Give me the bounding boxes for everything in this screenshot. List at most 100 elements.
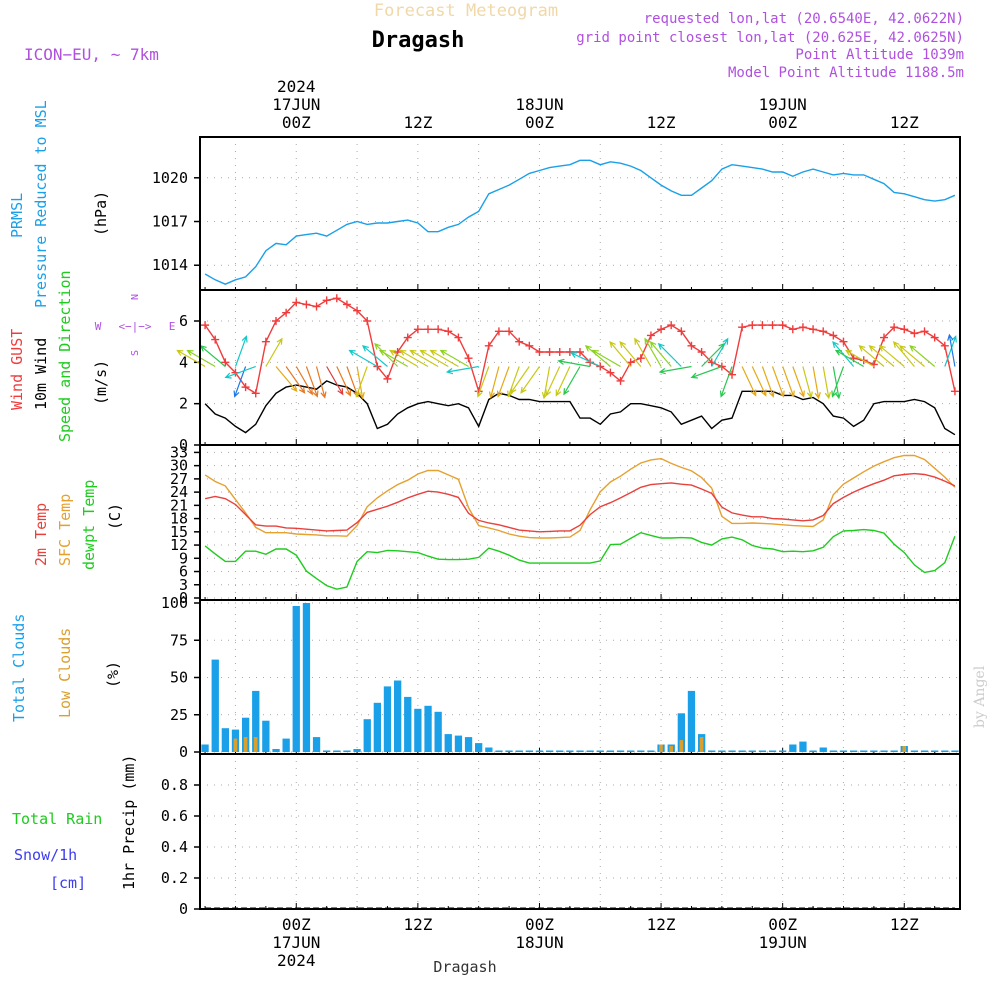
wind-gust-point [454, 333, 463, 342]
y-tick-label: 12 [170, 536, 188, 554]
wind-gust-point [809, 325, 818, 334]
total-cloud-bar [789, 744, 797, 752]
wind-gust-point [880, 333, 888, 342]
y-tick-label: 100 [161, 594, 188, 612]
y-tick-label: 0 [179, 589, 188, 607]
wind-direction-arrow [802, 366, 813, 399]
wind-direction-arrow [898, 345, 925, 367]
wind10-line [204, 380, 956, 436]
y-tick-label: 6 [179, 312, 188, 330]
total-cloud-bar [221, 728, 229, 752]
total-cloud-bar [201, 744, 209, 752]
wind-gust-point [555, 348, 564, 356]
wind-gust-point [494, 327, 503, 336]
wind-unit: (m/s) [92, 360, 110, 405]
top-time-label: 12Z [647, 113, 676, 132]
wind-gust-point [940, 341, 949, 350]
wind-direction-arrow [520, 366, 540, 394]
wind-gust-point [535, 348, 544, 356]
wind-direction-arrow [822, 366, 831, 400]
wind-direction-arrow [224, 365, 256, 379]
temp-2m-label: 2m Temp [32, 503, 50, 566]
location-title: Dragash [372, 28, 465, 53]
wind-direction-arrow [545, 366, 561, 397]
y-tick-label: 1017 [152, 213, 188, 231]
top-time-label: 12Z [890, 113, 919, 132]
total-cloud-bar [525, 750, 533, 752]
wind-gust-point [424, 325, 432, 334]
wind-direction-arrow [445, 365, 479, 375]
wind-gust-point [292, 298, 301, 307]
wind-direction-arrow [868, 345, 895, 367]
low-clouds-label: Low Clouds [56, 628, 74, 718]
panel-frames [199, 136, 961, 910]
model-point-altitude: Model Point Altitude 1188.5m [728, 65, 964, 81]
low-cloud-bar [669, 746, 673, 752]
y-tick-label: 25 [170, 706, 188, 724]
total-cloud-bar [870, 750, 878, 752]
wind-gust-point [606, 368, 615, 377]
total-cloud-bar [920, 750, 929, 752]
compass-w: W [95, 320, 102, 333]
meteogram-title: Forecast Meteogram [374, 1, 558, 21]
pressure-label-prmsl: PRMSL [8, 193, 26, 238]
wind-gust-point [920, 327, 929, 336]
y-tick-label: 6 [179, 563, 188, 581]
y-tick-label: 15 [170, 523, 188, 541]
wind-gust-point [890, 323, 899, 332]
total-cloud-bar [809, 750, 817, 752]
temp-unit: (C) [106, 503, 124, 530]
total-cloud-bar [404, 696, 412, 752]
bottom-time-label: 00Z [768, 915, 797, 934]
wind-gust-point [484, 341, 493, 350]
bottom-time-label: 19JUN [759, 933, 807, 952]
total-cloud-bar [302, 603, 311, 752]
total-cloud-bar [708, 750, 716, 752]
total-cloud-bar [454, 735, 463, 752]
total-cloud-bar [505, 750, 513, 752]
wind-direction-arrow [336, 366, 351, 397]
wind-gust-point [829, 331, 838, 340]
wind-direction-arrow [719, 366, 733, 398]
total-cloud-bar [576, 750, 584, 752]
wind-gust-point [261, 337, 270, 346]
wind-direction-arrow [285, 366, 306, 394]
wind-gust-point [758, 321, 767, 330]
snow-label: Snow/1h [14, 846, 77, 864]
wind-gust-line [204, 297, 956, 395]
top-time-label: 2024 [277, 77, 316, 96]
wind-direction-arrow [771, 366, 785, 398]
total-cloud-bar [312, 737, 321, 752]
y-tick-label: 21 [170, 496, 188, 514]
wind-gust-point [464, 354, 473, 363]
requested-coordinates: requested lon,lat (20.6540E, 42.0622N) [644, 11, 964, 27]
wind-gust-point [616, 376, 625, 385]
bottom-time-label: 00Z [282, 915, 311, 934]
pressure-unit: (hPa) [92, 191, 110, 236]
wind-gust-point [221, 358, 230, 367]
bottom-time-label: 2024 [277, 951, 316, 970]
wind-direction-arrow [557, 358, 591, 368]
wind-direction-arrow [439, 349, 469, 368]
wind-gust-point [697, 348, 706, 356]
total-cloud-bar [880, 750, 888, 752]
watermark: by Angel [972, 665, 988, 728]
low-cloud-bar [659, 744, 663, 752]
total-cloud-bar [627, 750, 635, 752]
total-clouds-label: Total Clouds [10, 614, 28, 722]
total-cloud-bar [495, 750, 503, 752]
wind-direction-arrow [657, 342, 682, 367]
total-cloud-bar [262, 720, 270, 752]
total-cloud-bar [363, 719, 371, 752]
wind-direction-arrow [348, 349, 378, 368]
low-cloud-bar [902, 746, 906, 752]
wind-gust-point [545, 348, 554, 356]
wind-direction-arrow [711, 337, 729, 367]
y-tick-label: 0.4 [161, 838, 188, 856]
total-cloud-bar [292, 606, 300, 752]
y-tick-label: 0 [179, 743, 188, 761]
total-cloud-bar [424, 705, 432, 752]
wind-direction-arrow [591, 349, 621, 368]
total-cloud-bar [464, 737, 473, 752]
